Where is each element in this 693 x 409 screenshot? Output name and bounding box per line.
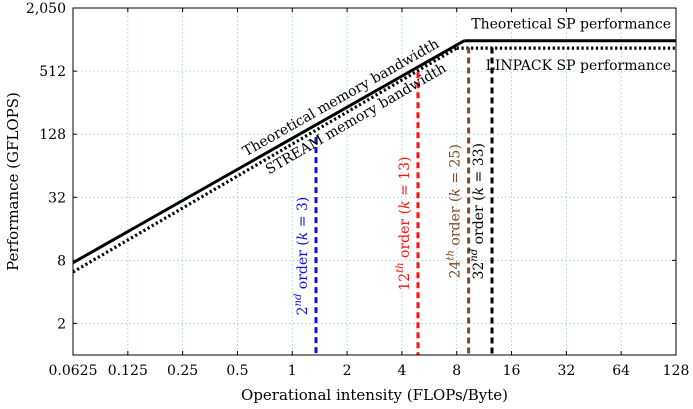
- theoretical-bandwidth-annotation: Theoretical memory bandwidth: [240, 36, 442, 160]
- y-tick-label: 2: [57, 316, 66, 332]
- x-axis-ticks: 0.0625 0.125 0.25 0.5 1 2 4 8 16 32 64 128: [49, 8, 690, 379]
- series-line: [72, 46, 458, 274]
- y-axis-ticks: 2 8 32 128 512 2,050: [26, 1, 676, 332]
- plot-frame: [72, 7, 677, 356]
- x-tick-label: 0.0625: [49, 363, 98, 379]
- y-tick-label: 512: [39, 64, 66, 80]
- x-tick-label: 1: [288, 363, 297, 379]
- vertical-lines-layer: 2nd order (k = 3) 12th order (k = 13) 24th…: [293, 47, 494, 355]
- x-tick-label: 2: [343, 363, 352, 379]
- series-line: [72, 39, 466, 265]
- y-tick-label: 32: [48, 190, 66, 206]
- x-tick-label: 4: [397, 363, 406, 379]
- y-tick-label: 8: [57, 253, 66, 269]
- grid: [72, 7, 677, 355]
- x-tick-label: 32: [557, 363, 575, 379]
- y-axis-label: Performance (GFLOPS): [4, 92, 22, 271]
- x-tick-label: 8: [452, 363, 461, 379]
- linpack-sp-annotation: LINPACK SP performance: [486, 58, 671, 74]
- series-layer: [72, 39, 676, 274]
- x-tick-label: 64: [612, 363, 630, 379]
- x-tick-label: 16: [503, 363, 521, 379]
- x-tick-label: 128: [663, 363, 690, 379]
- x-tick-label: 0.25: [167, 363, 198, 379]
- order-marker-label: 24th order (k = 25): [446, 144, 464, 278]
- order-marker-label: 32nd order (k = 33): [469, 143, 487, 280]
- order-marker-label: 2nd order (k = 3): [293, 197, 311, 316]
- y-tick-label: 2,050: [26, 1, 66, 17]
- x-tick-label: 0.5: [226, 363, 248, 379]
- x-axis-label: Operational intensity (FLOPs/Byte): [241, 386, 508, 404]
- y-tick-label: 128: [39, 127, 66, 143]
- order-marker-label: 12th order (k = 13): [395, 157, 413, 291]
- x-tick-label: 0.125: [108, 363, 148, 379]
- theoretical-sp-annotation: Theoretical SP performance: [471, 17, 671, 33]
